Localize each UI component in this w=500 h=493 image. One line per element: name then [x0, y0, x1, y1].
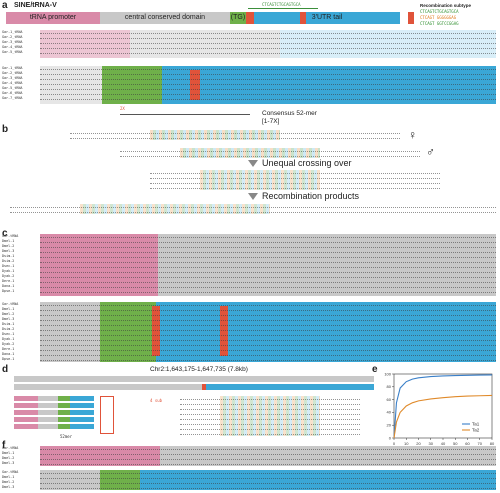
panel-c-label: c [2, 228, 8, 239]
consensus-label: Consensus 52-mer [262, 110, 317, 117]
y-tick-label: 100 [384, 371, 391, 376]
domain-central-conserved: central conserved domain [100, 12, 230, 24]
panel-a-title: SINE/tRNA-V [14, 2, 57, 9]
unit-label: 52mer [60, 434, 73, 439]
recomb-legend: Recombination subtype CTCAGTCTGCAGTGCA C… [420, 3, 471, 27]
x-tick-label: 70 [478, 441, 483, 446]
step-unequal-crossing: Unequal crossing over [262, 158, 352, 168]
panel-a-label: a [2, 0, 8, 11]
step-recombination-products: Recombination products [262, 191, 360, 201]
domain-trna-promoter: tRNA promoter [6, 12, 100, 24]
legend-label-ta1: Ta1 [472, 422, 480, 427]
x-tick-label: 60 [465, 441, 470, 446]
panel-b-seq-male [120, 148, 420, 158]
top-annotation-bracket [248, 8, 318, 9]
panel-f-seq-names-bottom: Gar-tRNA Dmel-1 Dmel-2 Dmel-3 [2, 470, 19, 489]
panel-f-alignment-top [40, 446, 496, 466]
arrow-unequal-crossing [248, 160, 258, 167]
consensus-bracket [120, 114, 250, 115]
recomb-legend-item-1: CTCAGTCTGCAGTGCA [420, 9, 459, 14]
panel-c-seq-names-bottom: Gar-tRNA Dmel-1 Dmel-2 Dmel-3 Dsim-1 Dsim-2 Ds… [2, 302, 19, 361]
panel-b-seq-female [70, 130, 400, 144]
y-tick-label: 60 [387, 397, 392, 402]
x-tick-label: 50 [453, 441, 458, 446]
panel-b-label: b [2, 124, 9, 135]
panel-d-label: d [2, 364, 9, 375]
female-symbol: ♀ [408, 128, 417, 142]
domain-tg: (TG) [230, 12, 246, 24]
series-line-ta1 [393, 374, 493, 439]
panel-f-alignment-bottom [40, 470, 496, 490]
arrow-recombination [248, 193, 258, 200]
panel-c-seq-names-top: Gar-tRNA Dmel-1 Dmel-2 Dmel-3 Dsim-1 Dsim-2 Ds… [2, 234, 19, 293]
locus-label: Chr2:1,643,175-1,647,735 (7.8kb) [150, 366, 248, 373]
panel-c-alignment-top [40, 234, 496, 296]
panel-d-elements [14, 396, 94, 431]
y-tick-label: 80 [387, 384, 392, 389]
recomb-legend-item-2: CTCAGT GGGGGGAG [420, 15, 457, 20]
series-line-ta2 [393, 394, 493, 439]
panel-d-locus-track [14, 376, 374, 392]
panel-f-label: f [2, 440, 6, 451]
x-tick-label: 40 [441, 441, 446, 446]
recomb-legend-item-3: CTCAGT GGTCCGGAG [420, 21, 459, 26]
panel-a-alignment-bottom [40, 66, 496, 104]
top-annotation: CTCAGTCTGCAGTGCA [262, 2, 301, 7]
marker-2x: 2X [120, 106, 125, 111]
y-tick-label: 0 [389, 435, 392, 440]
panel-e-label: e [372, 364, 378, 375]
panel-b-crossing-seqs [150, 170, 440, 190]
panel-b-products [10, 204, 496, 218]
y-tick-label: 40 [387, 410, 392, 415]
panel-c-alignment-bottom [40, 302, 496, 362]
panel-d-note: 4 sub [150, 398, 163, 403]
y-tick-label: 20 [387, 423, 392, 428]
x-tick-label: 10 [404, 441, 409, 446]
x-tick-label: 0 [393, 441, 396, 446]
consensus-range: [1-7X] [262, 118, 280, 125]
panel-f-seq-names-top: Gar-tRNA Dmel-1 Dmel-2 Dmel-3 [2, 446, 19, 465]
domain-highlight-3 [408, 12, 414, 24]
male-symbol: ♂ [426, 145, 435, 159]
panel-a-seq-names-bottom: Gar-1_tRNA Gar-2_tRNA Gar-3_tRNA Gar-4_tRNA… [2, 66, 23, 100]
recomb-legend-heading: Recombination subtype [420, 3, 472, 8]
panel-d-repeat-seqs [180, 396, 360, 438]
domain-highlight-2 [300, 12, 306, 24]
panel-d-unit-box [100, 396, 114, 434]
x-tick-label: 20 [416, 441, 421, 446]
legend-label-ta2: Ta2 [472, 428, 480, 433]
domain-highlight-1 [246, 12, 254, 24]
x-tick-label: 30 [429, 441, 434, 446]
panel-a-seq-names-top: Gar-1_tRNA Gar-2_tRNA Gar-3_tRNA Gar-4_tRNA… [2, 30, 23, 54]
domain-3utr-tail: 3'UTR tail [254, 12, 400, 24]
panel-a-alignment-top [40, 30, 496, 58]
x-tick-label: 80 [490, 441, 495, 446]
